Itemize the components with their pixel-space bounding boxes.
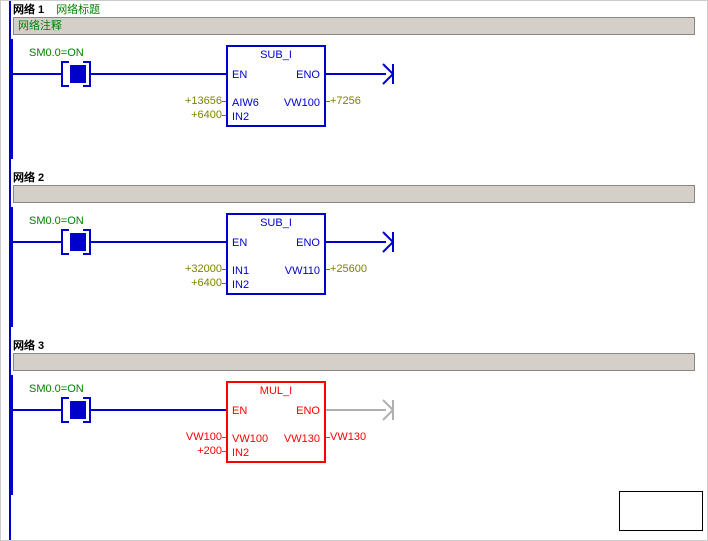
function-block[interactable]: SUB_I EN ENO AIW6 VW100 IN2 xyxy=(226,45,326,127)
state-text: ON xyxy=(67,383,84,395)
contact-power-icon xyxy=(70,65,86,83)
port-in1: AIW6 xyxy=(232,97,259,109)
port-in1: IN1 xyxy=(232,265,249,277)
network-comment-bar[interactable] xyxy=(13,185,695,203)
wire xyxy=(91,409,226,411)
tick xyxy=(326,101,330,102)
tick xyxy=(326,437,330,438)
value-in1: +13656 xyxy=(174,95,222,107)
eno-wire xyxy=(326,241,386,243)
value-out: +7256 xyxy=(330,95,390,107)
value-in2: +6400 xyxy=(174,277,222,289)
tick xyxy=(222,115,226,116)
network-comment-bar[interactable]: 网络注释 xyxy=(13,17,695,35)
tick xyxy=(222,437,226,438)
arrow-icon xyxy=(382,399,398,421)
ladder-rung: SM0.0=ON SUB_I EN ENO AIW6 VW100 IN2 +13656 +640… xyxy=(1,39,707,159)
network-header: 网络 3 xyxy=(1,337,707,353)
port-en: EN xyxy=(232,405,247,417)
tick xyxy=(326,269,330,270)
value-out: +25600 xyxy=(330,263,390,275)
network-header: 网络 2 xyxy=(1,169,707,185)
arrow-icon xyxy=(382,231,398,253)
value-in1: VW100 xyxy=(174,431,222,443)
block-name: MUL_I xyxy=(228,383,324,399)
network-title: 网络 1 xyxy=(13,1,44,17)
ladder-rung: SM0.0=ON MUL_I EN ENO VW100 VW130 IN2 VW100 +200… xyxy=(1,375,707,495)
value-out: VW130 xyxy=(330,431,390,443)
rail-branch xyxy=(11,375,13,495)
eno-wire xyxy=(326,73,386,75)
contact-power-icon xyxy=(70,233,86,251)
port-eno: ENO xyxy=(296,405,320,417)
network-header: 网络 1 网络标题 xyxy=(1,1,707,17)
contact-power-icon xyxy=(70,401,86,419)
port-out: VW130 xyxy=(284,433,320,445)
network-subtitle: 网络标题 xyxy=(56,1,100,17)
contact-bracket-left xyxy=(61,397,69,423)
contact-normally-open[interactable]: SM0.0=ON xyxy=(61,397,91,423)
port-out: VW110 xyxy=(285,265,320,277)
network-2: 网络 2 SM0.0=ON SUB_I EN ENO IN1 VW110 IN2 +32000 +… xyxy=(1,169,707,327)
tick xyxy=(222,451,226,452)
wire xyxy=(91,73,226,75)
contact-bracket-left xyxy=(61,61,69,87)
port-in1: VW100 xyxy=(232,433,268,445)
function-block[interactable]: SUB_I EN ENO IN1 VW110 IN2 xyxy=(226,213,326,295)
rail-branch xyxy=(11,207,13,327)
addr-text: SM0.0 xyxy=(29,383,61,395)
contact-normally-open[interactable]: SM0.0=ON xyxy=(61,61,91,87)
port-eno: ENO xyxy=(296,69,320,81)
port-en: EN xyxy=(232,237,247,249)
state-text: ON xyxy=(67,47,84,59)
port-in2: IN2 xyxy=(232,447,249,459)
contact-bracket-left xyxy=(61,229,69,255)
function-block[interactable]: MUL_I EN ENO VW100 VW130 IN2 xyxy=(226,381,326,463)
network-1: 网络 1 网络标题网络注释 SM0.0=ON SUB_I EN ENO AIW6 VW100 I… xyxy=(1,1,707,159)
contact-normally-open[interactable]: SM0.0=ON xyxy=(61,229,91,255)
block-name: SUB_I xyxy=(228,215,324,231)
value-in2: +200 xyxy=(174,445,222,457)
contact-address: SM0.0=ON xyxy=(29,215,84,227)
tick xyxy=(222,269,226,270)
contact-address: SM0.0=ON xyxy=(29,383,84,395)
state-text: ON xyxy=(67,215,84,227)
wire xyxy=(11,73,61,75)
port-eno: ENO xyxy=(296,237,320,249)
network-title: 网络 3 xyxy=(13,337,44,353)
value-in1: +32000 xyxy=(174,263,222,275)
ladder-rung: SM0.0=ON SUB_I EN ENO IN1 VW110 IN2 +32000 +6400… xyxy=(1,207,707,327)
block-name: SUB_I xyxy=(228,47,324,63)
port-en: EN xyxy=(232,69,247,81)
network-3: 网络 3 SM0.0=ON MUL_I EN ENO VW100 VW130 IN2 VW100… xyxy=(1,337,707,495)
wire xyxy=(91,241,226,243)
port-in2: IN2 xyxy=(232,279,249,291)
status-box xyxy=(619,491,703,531)
contact-address: SM0.0=ON xyxy=(29,47,84,59)
addr-text: SM0.0 xyxy=(29,47,61,59)
port-out: VW100 xyxy=(284,97,320,109)
arrow-icon xyxy=(382,63,398,85)
network-title: 网络 2 xyxy=(13,169,44,185)
addr-text: SM0.0 xyxy=(29,215,61,227)
wire xyxy=(11,241,61,243)
port-in2: IN2 xyxy=(232,111,249,123)
plc-ladder-editor: 网络 1 网络标题网络注释 SM0.0=ON SUB_I EN ENO AIW6 VW100 I… xyxy=(0,0,708,541)
tick xyxy=(222,101,226,102)
tick xyxy=(222,283,226,284)
rail-branch xyxy=(11,39,13,159)
wire xyxy=(11,409,61,411)
network-comment-bar[interactable] xyxy=(13,353,695,371)
eno-wire xyxy=(326,409,386,411)
value-in2: +6400 xyxy=(174,109,222,121)
